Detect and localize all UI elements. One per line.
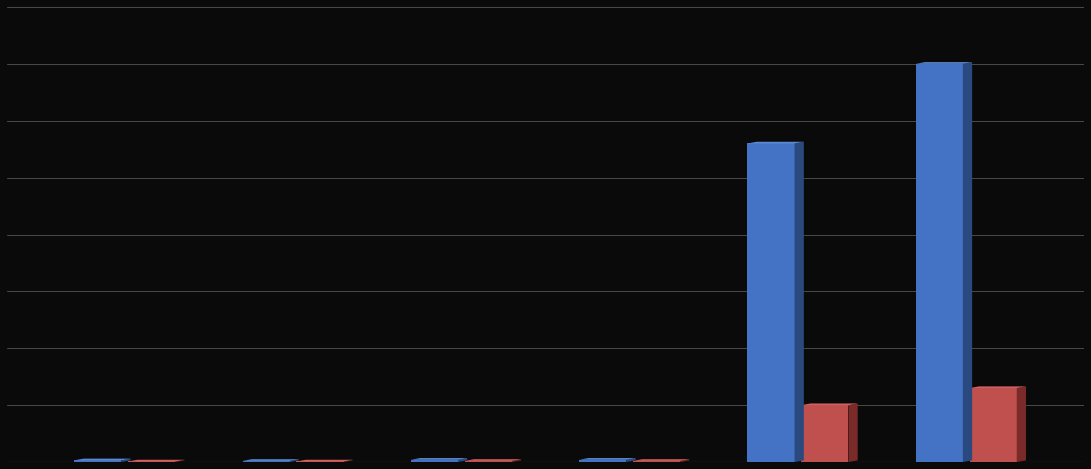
Polygon shape (747, 142, 804, 144)
Polygon shape (626, 458, 636, 462)
Polygon shape (801, 403, 858, 405)
Polygon shape (242, 459, 299, 461)
Polygon shape (176, 460, 184, 462)
Polygon shape (801, 405, 849, 462)
Polygon shape (121, 459, 131, 462)
Polygon shape (849, 403, 858, 462)
Polygon shape (970, 388, 1017, 462)
Polygon shape (963, 62, 972, 462)
Polygon shape (465, 459, 521, 461)
Polygon shape (915, 64, 963, 462)
Polygon shape (297, 461, 344, 462)
Polygon shape (242, 461, 290, 462)
Polygon shape (128, 461, 176, 462)
Polygon shape (458, 458, 467, 462)
Polygon shape (747, 144, 794, 462)
Polygon shape (411, 460, 458, 462)
Polygon shape (465, 461, 512, 462)
Polygon shape (128, 460, 184, 461)
Polygon shape (411, 458, 467, 460)
Polygon shape (579, 458, 636, 460)
Polygon shape (680, 459, 690, 462)
Polygon shape (344, 460, 352, 462)
Polygon shape (970, 386, 1026, 388)
Polygon shape (1017, 386, 1026, 462)
Polygon shape (74, 461, 121, 462)
Polygon shape (633, 459, 690, 461)
Polygon shape (633, 461, 680, 462)
Polygon shape (512, 459, 521, 462)
Polygon shape (297, 460, 352, 461)
Polygon shape (290, 459, 299, 462)
Polygon shape (74, 459, 131, 461)
Polygon shape (794, 142, 804, 462)
Polygon shape (915, 62, 972, 64)
Polygon shape (579, 460, 626, 462)
